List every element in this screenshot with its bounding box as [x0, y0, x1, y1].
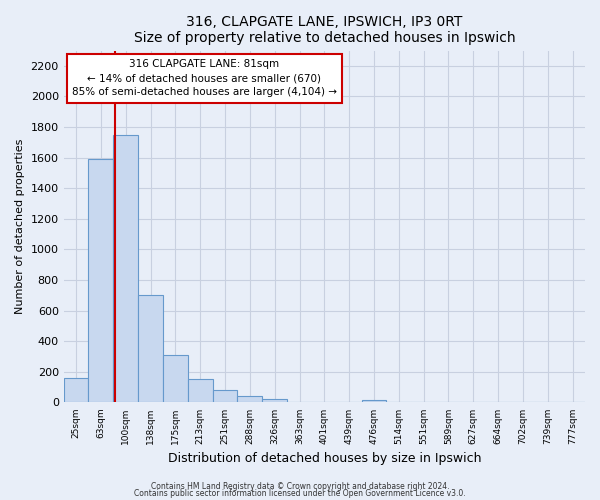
- Bar: [113, 134, 138, 402]
- Bar: [362, 400, 386, 402]
- X-axis label: Distribution of detached houses by size in Ipswich: Distribution of detached houses by size …: [167, 452, 481, 465]
- Title: 316, CLAPGATE LANE, IPSWICH, IP3 0RT
Size of property relative to detached house: 316, CLAPGATE LANE, IPSWICH, IP3 0RT Siz…: [134, 15, 515, 45]
- Bar: [64, 378, 88, 402]
- Bar: [238, 396, 262, 402]
- Bar: [188, 378, 212, 402]
- Text: Contains HM Land Registry data © Crown copyright and database right 2024.: Contains HM Land Registry data © Crown c…: [151, 482, 449, 491]
- Text: 316 CLAPGATE LANE: 81sqm
← 14% of detached houses are smaller (670)
85% of semi-: 316 CLAPGATE LANE: 81sqm ← 14% of detach…: [72, 60, 337, 98]
- Bar: [163, 355, 188, 403]
- Bar: [212, 390, 238, 402]
- Bar: [262, 400, 287, 402]
- Text: Contains public sector information licensed under the Open Government Licence v3: Contains public sector information licen…: [134, 490, 466, 498]
- Y-axis label: Number of detached properties: Number of detached properties: [15, 139, 25, 314]
- Bar: [88, 159, 113, 402]
- Bar: [138, 296, 163, 403]
